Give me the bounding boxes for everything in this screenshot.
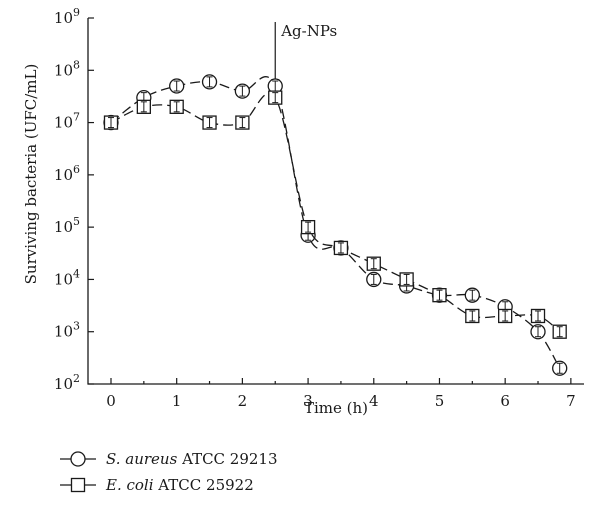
y-tick-label: 102 (54, 372, 80, 393)
legend-item-circle: S. aureus ATCC 29213 (60, 450, 278, 468)
data-point (201, 74, 218, 90)
data-point (333, 240, 349, 256)
x-tick-label: 4 (369, 392, 379, 410)
series-line (110, 92, 561, 333)
data-point (300, 219, 316, 235)
data-point (432, 288, 447, 303)
y-tick-label: 108 (54, 58, 80, 79)
x-axis-ticks: 0 1 2 3 4 5 6 7 (106, 378, 576, 410)
data-point (103, 115, 119, 130)
data-point (366, 271, 382, 288)
data-point (268, 90, 283, 105)
y-tick-label: 107 (54, 111, 80, 132)
ag-nps-label: Ag-NPs (280, 22, 337, 40)
y-tick-label: 105 (54, 215, 80, 236)
data-point (169, 78, 185, 94)
x-tick-label: 2 (238, 392, 248, 410)
data-point (399, 272, 414, 287)
series-line (110, 76, 561, 369)
data-point (136, 99, 151, 114)
ag-nps-annotation: Ag-NPs (270, 22, 337, 88)
data-point (234, 83, 251, 99)
data-point (498, 308, 513, 324)
data-point (530, 324, 546, 340)
x-tick-label: 0 (106, 392, 116, 410)
y-axis-ticks: 102 103 104 105 106 107 108 109 (54, 6, 94, 393)
legend-item-square: E. coli ATCC 25922 (60, 476, 254, 494)
x-tick-label: 7 (566, 392, 576, 410)
x-tick-label: 3 (303, 392, 313, 410)
y-axis-label: Surviving bacteria (UFC/mL) (22, 64, 40, 285)
data-point (235, 115, 250, 130)
axis-frame (87, 18, 584, 385)
series-square (103, 90, 567, 339)
legend-label: S. aureus ATCC 29213 (106, 450, 278, 468)
data-point (552, 360, 568, 376)
data-point (465, 308, 480, 324)
series-circle (103, 74, 568, 376)
y-tick-label: 104 (54, 267, 80, 288)
legend: S. aureus ATCC 29213 E. coli ATCC 25922 (60, 450, 278, 494)
y-tick-label: 103 (54, 320, 80, 341)
y-tick-label: 109 (54, 6, 80, 27)
data-point (202, 115, 217, 130)
legend-label: E. coli ATCC 25922 (105, 476, 254, 494)
y-tick-label: 106 (54, 163, 80, 184)
data-point (366, 256, 381, 271)
x-axis-label: Time (h) (304, 399, 368, 417)
x-tick-label: 1 (172, 392, 182, 410)
x-tick-label: 5 (435, 392, 445, 410)
legend-circle-marker (70, 451, 86, 467)
data-point (464, 287, 480, 303)
data-point (169, 99, 184, 114)
plot-axes (87, 18, 584, 385)
data-point (552, 324, 567, 339)
legend-square-marker (70, 477, 86, 493)
x-tick-label: 6 (500, 392, 510, 410)
data-point (530, 308, 546, 324)
data-series (103, 74, 568, 376)
